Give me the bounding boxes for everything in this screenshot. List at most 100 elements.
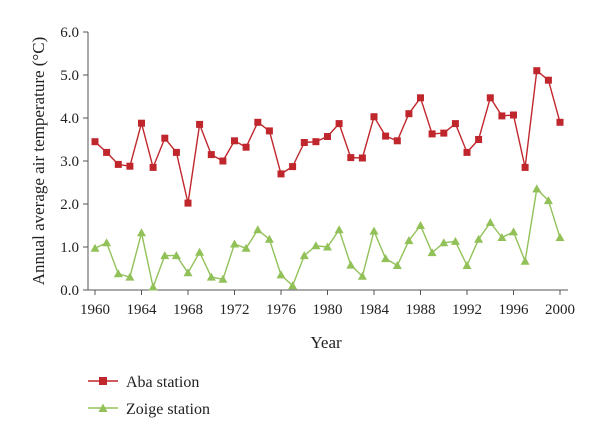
x-tick-label: 1984 xyxy=(359,302,390,318)
x-tick-label: 1972 xyxy=(220,302,250,318)
data-point-aba xyxy=(231,137,238,145)
data-point-aba xyxy=(207,151,215,159)
data-point-zoige xyxy=(346,260,356,269)
data-point-zoige xyxy=(357,271,367,280)
y-tick-label: 2.0 xyxy=(60,197,79,213)
data-point-aba xyxy=(91,138,99,146)
legend-label-zoige: Zoige station xyxy=(126,401,210,418)
data-point-aba xyxy=(312,138,320,146)
data-point-zoige xyxy=(171,251,181,260)
data-point-zoige xyxy=(462,261,472,269)
data-point-zoige xyxy=(416,221,425,229)
data-point-zoige xyxy=(206,272,216,281)
x-tick-label: 1960 xyxy=(80,302,110,318)
data-point-zoige xyxy=(160,251,170,260)
series-zoige xyxy=(90,184,565,291)
data-point-aba xyxy=(196,120,204,128)
data-point-zoige xyxy=(392,261,402,269)
data-point-zoige xyxy=(113,269,123,278)
data-point-zoige xyxy=(183,268,193,277)
data-point-aba xyxy=(417,94,424,102)
data-point-aba xyxy=(126,162,134,170)
data-point-aba xyxy=(161,134,169,142)
data-point-aba xyxy=(242,143,250,151)
legend: Aba station Zoige station xyxy=(88,374,210,418)
data-point-zoige xyxy=(311,241,321,250)
data-point-aba xyxy=(370,113,378,121)
data-point-aba xyxy=(498,112,506,120)
data-point-zoige xyxy=(381,254,391,263)
legend-marker-aba xyxy=(99,377,107,385)
legend-marker-zoige xyxy=(98,403,108,412)
data-point-aba xyxy=(405,110,413,118)
x-tick-labels: 1960 1964 1968 1972 1976 1980 1984 1988 1992 1996… xyxy=(80,302,575,318)
y-axis-title: Annual average air temperature (°C) xyxy=(29,37,48,285)
y-tick-label: 0.0 xyxy=(60,283,79,299)
x-tick-label: 1992 xyxy=(452,302,482,318)
data-point-aba xyxy=(463,148,471,156)
data-point-aba xyxy=(393,137,401,145)
y-tick-label: 6.0 xyxy=(60,25,79,41)
data-point-zoige xyxy=(125,272,135,281)
data-point-zoige xyxy=(230,239,239,248)
y-tick-label: 3.0 xyxy=(60,154,79,170)
tick-marks xyxy=(83,31,561,295)
data-point-aba xyxy=(347,154,355,162)
x-axis-title: Year xyxy=(310,333,342,352)
legend-item-aba: Aba station xyxy=(88,374,199,391)
x-tick-label: 1988 xyxy=(406,302,436,318)
data-point-aba xyxy=(475,136,483,143)
y-tick-label: 4.0 xyxy=(60,111,79,127)
data-point-aba xyxy=(149,163,157,171)
data-point-aba xyxy=(277,170,285,178)
x-tick-label: 1980 xyxy=(313,302,343,318)
series-group xyxy=(90,67,565,291)
data-point-aba xyxy=(440,129,448,137)
data-point-zoige xyxy=(137,228,146,237)
data-point-zoige xyxy=(195,247,205,256)
y-tick-label: 1.0 xyxy=(60,240,79,256)
data-point-zoige xyxy=(369,226,379,235)
data-point-aba xyxy=(300,139,308,146)
data-point-zoige xyxy=(253,225,263,234)
data-point-aba xyxy=(335,120,343,128)
x-tick-label: 1976 xyxy=(266,302,297,318)
data-point-zoige xyxy=(450,236,460,245)
data-point-aba xyxy=(486,94,494,102)
x-tick-label: 1968 xyxy=(173,302,203,318)
y-tick-labels: 0.0 1.0 2.0 3.0 4.0 5.0 6.0 xyxy=(60,25,79,299)
data-point-zoige xyxy=(241,243,251,252)
data-point-zoige xyxy=(404,236,414,245)
data-point-aba xyxy=(254,118,262,126)
legend-item-zoige: Zoige station xyxy=(88,401,210,418)
x-tick-label: 1964 xyxy=(127,302,158,318)
data-point-aba xyxy=(265,127,273,135)
data-point-zoige xyxy=(555,233,565,241)
data-point-zoige xyxy=(427,248,437,257)
data-point-aba xyxy=(289,163,297,171)
data-point-zoige xyxy=(299,251,309,260)
legend-label-aba: Aba station xyxy=(126,374,199,391)
data-point-zoige xyxy=(102,238,112,247)
data-point-zoige xyxy=(148,282,158,291)
data-point-zoige xyxy=(218,274,228,283)
data-point-zoige xyxy=(276,270,286,279)
data-point-aba xyxy=(219,157,227,165)
data-point-zoige xyxy=(532,184,542,193)
y-tick-label: 5.0 xyxy=(60,68,79,84)
data-point-zoige xyxy=(474,234,484,243)
data-point-aba xyxy=(138,119,145,127)
data-point-zoige xyxy=(497,233,507,241)
series-aba xyxy=(91,67,564,207)
data-point-aba xyxy=(382,132,390,140)
data-point-zoige xyxy=(334,225,344,234)
data-point-aba xyxy=(521,163,529,171)
data-point-zoige xyxy=(323,242,332,251)
data-point-aba xyxy=(428,130,436,138)
data-point-aba xyxy=(172,148,180,156)
data-point-zoige xyxy=(485,218,495,226)
data-point-zoige xyxy=(509,227,518,236)
data-point-aba xyxy=(544,76,552,84)
data-point-aba xyxy=(324,133,331,140)
